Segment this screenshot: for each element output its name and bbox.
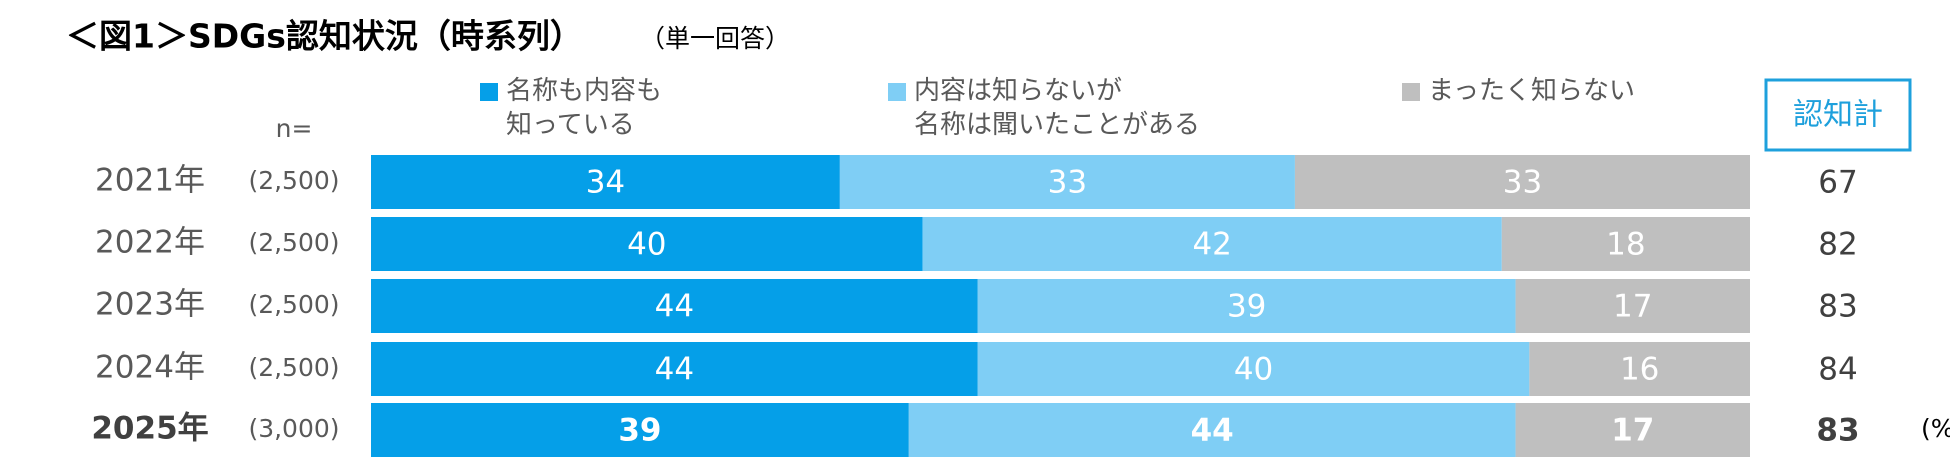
total-value: 83 <box>1818 289 1857 325</box>
sample-size: (2,500) <box>248 353 339 382</box>
total-value: 83 <box>1816 413 1859 449</box>
value-label: 40 <box>1234 352 1273 388</box>
sample-size: (2,500) <box>248 290 339 319</box>
bar-segment <box>371 155 840 209</box>
total-value: 82 <box>1818 227 1857 263</box>
category-label: 2022年 <box>95 225 205 261</box>
category-label: 2023年 <box>95 287 205 323</box>
bar-segment <box>1515 279 1750 333</box>
n-label: n= <box>276 114 313 143</box>
unit-label: (%) <box>1921 414 1950 443</box>
bar-segment <box>908 403 1516 457</box>
legend-item: まったく知らない <box>1402 74 1635 108</box>
bar-segment <box>371 342 978 396</box>
bar-segment <box>1501 217 1750 271</box>
value-label: 44 <box>1191 413 1234 449</box>
sample-size: (2,500) <box>248 166 339 195</box>
value-label: 44 <box>655 289 694 325</box>
bar-segment <box>371 217 923 271</box>
bar-segment <box>922 217 1502 271</box>
legend-label: 名称も内容も 知っている <box>506 76 663 140</box>
legend-item: 内容は知らないが 名称は聞いたことがある <box>888 74 1201 142</box>
bar-segment <box>371 279 978 333</box>
legend-swatch <box>1402 83 1420 101</box>
legend-item: 名称も内容も 知っている <box>480 74 663 142</box>
sample-size: (2,500) <box>248 228 339 257</box>
value-label: 18 <box>1606 227 1645 263</box>
chart-title: ＜図1＞SDGs認知状況（時系列） <box>66 17 583 56</box>
bar-segment <box>1529 342 1750 396</box>
legend-label: まったく知らない <box>1428 76 1635 106</box>
bar-segment <box>977 279 1516 333</box>
value-label: 16 <box>1620 352 1659 388</box>
total-value: 84 <box>1818 352 1857 388</box>
category-label: 2024年 <box>95 350 205 386</box>
bar-segment <box>371 403 909 457</box>
bar-segment <box>1294 155 1750 209</box>
value-label: 33 <box>1503 165 1542 201</box>
bar-segment <box>977 342 1530 396</box>
category-label: 2021年 <box>95 163 205 199</box>
bar-segment <box>839 155 1295 209</box>
chart-subtitle: （単一回答） <box>640 24 790 53</box>
total-value: 67 <box>1818 165 1857 201</box>
total-header: 認知計 <box>1793 98 1883 133</box>
value-label: 17 <box>1611 413 1654 449</box>
legend-swatch <box>888 83 906 101</box>
value-label: 34 <box>586 165 625 201</box>
sample-size: (3,000) <box>248 414 339 443</box>
category-label: 2025年 <box>91 411 208 447</box>
value-label: 40 <box>627 227 666 263</box>
value-label: 39 <box>1227 289 1266 325</box>
value-label: 39 <box>618 413 661 449</box>
legend-swatch <box>480 83 498 101</box>
value-label: 42 <box>1192 227 1231 263</box>
total-box <box>1764 78 1912 152</box>
bar-segment <box>1515 403 1750 457</box>
legend-label: 内容は知らないが 名称は聞いたことがある <box>914 76 1201 140</box>
value-label: 33 <box>1048 165 1087 201</box>
value-label: 44 <box>655 352 694 388</box>
value-label: 17 <box>1613 289 1652 325</box>
